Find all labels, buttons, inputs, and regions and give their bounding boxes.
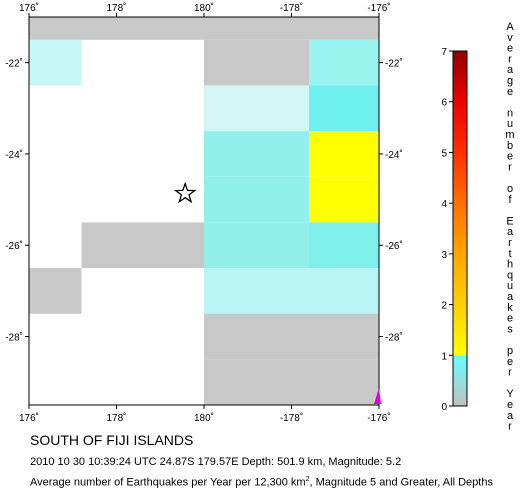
grid-cell [204, 222, 309, 269]
colorbar-title-letter: g [507, 75, 513, 87]
colorbar-title-letter: q [507, 269, 513, 281]
map-ticks: 176˚ 176˚ 178˚ 178˚ 180˚ 180˚ -178˚ -178˚ -176˚ -… [5, 2, 403, 424]
colorbar-title-letter: Y [506, 388, 514, 400]
grid-cell [309, 39, 379, 86]
colorbar-title-letter: m [505, 129, 514, 141]
grid-cell [81, 222, 204, 269]
colorbar-title-letter: r [508, 53, 512, 65]
lon-label-top: 180˚ [194, 2, 214, 14]
lat-label-left: -28˚ [5, 332, 23, 344]
colorbar-title-letter: s [507, 323, 513, 335]
lat-label-right: -22˚ [385, 58, 403, 70]
grid-cell [204, 131, 309, 177]
colorbar-title-letter: e [507, 43, 513, 55]
colorbar-tick-label: 5 [441, 148, 447, 159]
grid-cell [309, 222, 379, 269]
grid-cell [29, 17, 82, 40]
lat-label-left: -24˚ [5, 149, 23, 161]
colorbar [452, 50, 468, 407]
grid-cell [204, 39, 309, 86]
colorbar-title-letter: f [508, 194, 512, 206]
grid-cell [204, 85, 309, 132]
average-caption-sup: 2 [305, 476, 310, 483]
colorbar-title-letter: p [507, 345, 513, 357]
grid-cell [81, 17, 379, 40]
lat-label-right: -24˚ [385, 149, 403, 161]
colorbar-title-letter: e [507, 399, 513, 411]
epicenter-star-icon [173, 181, 197, 204]
grid-cell [204, 176, 309, 223]
grid-cell [29, 39, 82, 86]
colorbar-title-letter: k [507, 302, 513, 314]
grid-cell [309, 176, 379, 223]
corner-marker [374, 388, 381, 404]
lon-label-top: 176˚ [19, 2, 39, 14]
colorbar-tick-label: 3 [441, 250, 447, 261]
colorbar-title-letter: a [507, 291, 514, 303]
colorbar-title-letter: u [507, 118, 513, 130]
colorbar-title-letter: e [507, 313, 513, 325]
colorbar-title-letter: b [507, 140, 513, 152]
lon-label-bottom: 178˚ [106, 412, 126, 424]
colorbar-title-letter: e [507, 151, 513, 163]
grid-cells [29, 17, 379, 405]
colorbar-tick-label: 4 [441, 199, 447, 210]
grid-cell [204, 268, 379, 314]
region-title: SOUTH OF FIJI ISLANDS [30, 432, 194, 448]
lon-label-bottom: -178˚ [280, 412, 303, 424]
grid-cell [204, 313, 379, 360]
average-caption-prefix: Average number of Earthquakes per Year p… [30, 476, 306, 489]
colorbar-ticks: 0 1 2 3 4 5 6 7 [441, 47, 453, 413]
colorbar-title-letter: r [508, 161, 512, 173]
grid-cell [204, 359, 379, 405]
colorbar-title-letter: a [507, 64, 514, 76]
colorbar-tick-label: 2 [441, 301, 447, 312]
grid-cell [309, 85, 379, 132]
colorbar-title-letter: h [507, 259, 513, 271]
colorbar-title-letter: r [508, 237, 512, 249]
lon-label-bottom: -176˚ [367, 412, 390, 424]
lon-label-bottom: 176˚ [19, 412, 39, 424]
colorbar-title-letter: t [508, 248, 511, 260]
colorbar-tick-label: 0 [441, 402, 447, 413]
colorbar-title-letter: e [507, 356, 513, 368]
lat-label-right: -26˚ [385, 240, 403, 252]
grid-cell [29, 268, 82, 314]
colorbar-title-letter: r [508, 367, 512, 379]
colorbar-title-letter: A [506, 21, 514, 33]
star-icon [173, 181, 197, 204]
colorbar-title-letter: o [507, 183, 513, 195]
colorbar-title-letter: u [507, 280, 513, 292]
lat-label-right: -28˚ [385, 332, 403, 344]
lon-label-top: 178˚ [106, 2, 126, 14]
event-info: 2010 10 30 10:39:24 UTC 24.87S 179.57E D… [30, 456, 402, 468]
colorbar-title-letter: v [507, 32, 513, 44]
average-caption: Average number of Earthquakes per Year p… [30, 476, 493, 489]
lat-label-left: -22˚ [5, 58, 23, 70]
colorbar-title-letter: E [506, 215, 513, 227]
average-caption-suffix: , Magnitude 5 and Greater, All Depths [309, 476, 493, 489]
lon-label-top: -178˚ [280, 2, 303, 14]
lat-label-left: -26˚ [5, 240, 23, 252]
colorbar-title-letter: a [507, 410, 514, 422]
lon-label-top: -176˚ [367, 2, 390, 14]
colorbar-tick-label: 7 [441, 47, 447, 58]
colorbar-title-letter: r [508, 421, 512, 433]
colorbar-title-letter: a [507, 226, 514, 238]
colorbar-tick-label: 6 [441, 98, 447, 109]
colorbar-title-letter: n [507, 107, 513, 119]
lon-label-bottom: 180˚ [194, 412, 214, 424]
colorbar-title-letter: e [507, 86, 513, 98]
colorbar-tick-label: 1 [441, 351, 447, 362]
grid-cell [309, 131, 379, 177]
